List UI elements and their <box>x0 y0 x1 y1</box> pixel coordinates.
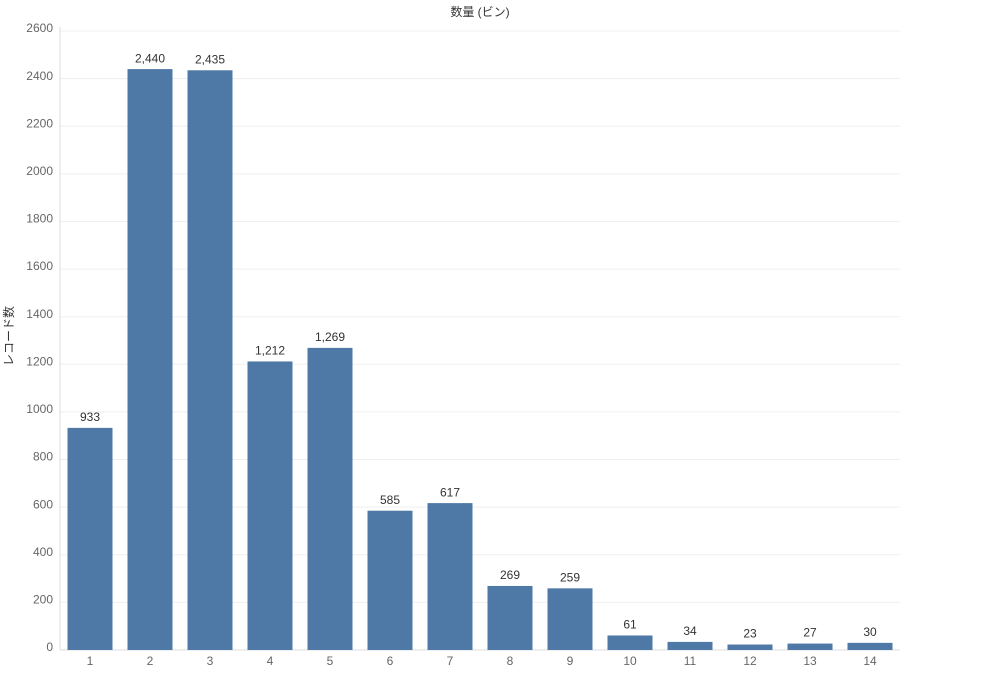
value-label: 933 <box>80 410 100 424</box>
value-label: 1,212 <box>255 344 285 358</box>
value-label: 2,440 <box>135 51 165 65</box>
bar <box>367 510 413 650</box>
bar <box>487 585 533 650</box>
x-tick-label: 10 <box>623 654 637 668</box>
y-tick-label: 2400 <box>26 69 53 83</box>
x-tick-label: 4 <box>267 654 274 668</box>
y-tick-label: 200 <box>33 593 53 607</box>
value-label: 269 <box>500 568 520 582</box>
y-tick-label: 2000 <box>26 164 53 178</box>
y-tick-label: 400 <box>33 545 53 559</box>
y-tick-label: 1800 <box>26 212 53 226</box>
y-tick-label: 800 <box>33 450 53 464</box>
value-label: 585 <box>380 493 400 507</box>
bar <box>607 635 653 650</box>
bar <box>187 70 233 650</box>
y-tick-label: 1400 <box>26 307 53 321</box>
x-tick-label: 13 <box>803 654 817 668</box>
value-label: 23 <box>743 627 757 641</box>
bar <box>787 643 833 650</box>
x-tick-label: 1 <box>87 654 94 668</box>
value-label: 617 <box>440 485 460 499</box>
bar <box>727 644 773 650</box>
y-axis-title: レコード数 <box>1 306 16 366</box>
value-label: 259 <box>560 571 580 585</box>
y-tick-label: 1600 <box>26 259 53 273</box>
bar <box>67 427 113 650</box>
y-tick-label: 0 <box>46 640 53 654</box>
value-label: 27 <box>803 626 817 640</box>
x-tick-label: 3 <box>207 654 214 668</box>
value-label: 30 <box>863 625 877 639</box>
y-tick-label: 2200 <box>26 116 53 130</box>
x-tick-label: 12 <box>743 654 757 668</box>
bar <box>427 503 473 650</box>
value-label: 1,269 <box>315 330 345 344</box>
bar <box>847 642 893 650</box>
bar <box>667 641 713 650</box>
y-tick-label: 1200 <box>26 354 53 368</box>
bar <box>247 361 293 650</box>
bar <box>307 347 353 650</box>
x-tick-label: 5 <box>327 654 334 668</box>
y-tick-label: 2600 <box>26 21 53 35</box>
x-tick-label: 11 <box>684 654 697 668</box>
x-tick-label: 2 <box>147 654 154 668</box>
value-label: 61 <box>623 618 637 632</box>
x-tick-label: 9 <box>567 654 574 668</box>
bar <box>547 588 593 650</box>
x-tick-label: 6 <box>387 654 394 668</box>
value-label: 34 <box>683 624 697 638</box>
y-tick-label: 600 <box>33 497 53 511</box>
x-tick-label: 14 <box>863 654 877 668</box>
x-tick-label: 7 <box>447 654 454 668</box>
x-axis-title: 数量 (ビン) <box>450 4 509 19</box>
value-label: 2,435 <box>195 52 225 66</box>
x-tick-label: 8 <box>507 654 514 668</box>
bar <box>127 69 173 651</box>
y-tick-label: 1000 <box>26 402 53 416</box>
